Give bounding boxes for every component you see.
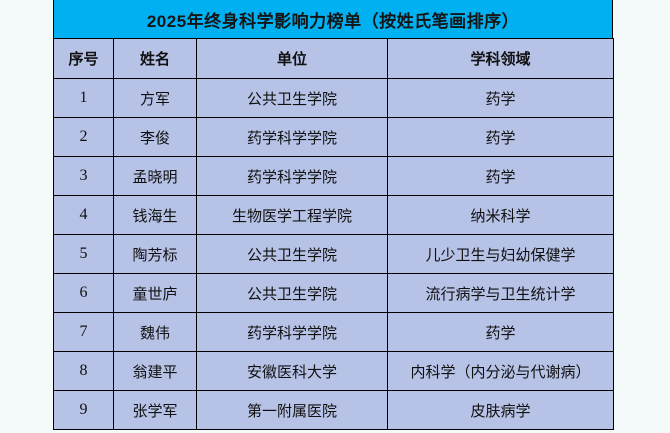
cell-field: 药学 [387,156,614,196]
cell-name: 张学军 [113,390,197,430]
cell-rank: 3 [53,156,114,196]
cell-unit: 安徽医科大学 [196,351,388,391]
column-header-unit: 单位 [196,38,388,79]
cell-name: 李俊 [113,117,197,157]
cell-field: 皮肤病学 [387,390,614,430]
cell-rank: 7 [53,312,114,352]
cell-name: 童世庐 [113,273,197,313]
cell-unit: 生物医学工程学院 [196,195,388,235]
cell-unit: 药学科学学院 [196,117,388,157]
table-row: 2 李俊 药学科学学院 药学 [53,117,614,157]
header-row: 序号 姓名 单位 学科领域 [53,38,614,79]
table-row: 4 钱海生 生物医学工程学院 纳米科学 [53,195,614,235]
cell-unit: 药学科学学院 [196,312,388,352]
table-row: 7 魏伟 药学科学学院 药学 [53,312,614,352]
table-row: 8 翁建平 安徽医科大学 内科学（内分泌与代谢病） [53,351,614,391]
cell-unit: 公共卫生学院 [196,78,388,118]
cell-field: 药学 [387,312,614,352]
table-row: 1 方军 公共卫生学院 药学 [53,78,614,118]
cell-unit: 第一附属医院 [196,390,388,430]
cell-rank: 4 [53,195,114,235]
table-row: 9 张学军 第一附属医院 皮肤病学 [53,390,614,430]
cell-unit: 药学科学学院 [196,156,388,196]
cell-name: 魏伟 [113,312,197,352]
cell-field: 药学 [387,78,614,118]
ranking-table: 2025年终身科学影响力榜单（按姓氏笔画排序） 序号 姓名 单位 学科领域 1 … [53,0,614,430]
ranking-data-table: 序号 姓名 单位 学科领域 1 方军 公共卫生学院 药学 2 李俊 药学科学学院 [53,38,614,430]
cell-rank: 2 [53,117,114,157]
cell-field: 内科学（内分泌与代谢病） [387,351,614,391]
cell-name: 孟晓明 [113,156,197,196]
cell-rank: 9 [53,390,114,430]
table-row: 3 孟晓明 药学科学学院 药学 [53,156,614,196]
column-header-rank: 序号 [53,38,114,79]
cell-unit: 公共卫生学院 [196,273,388,313]
column-header-field: 学科领域 [387,38,614,79]
cell-name: 翁建平 [113,351,197,391]
cell-rank: 5 [53,234,114,274]
cell-name: 方军 [113,78,197,118]
table-title: 2025年终身科学影响力榜单（按姓氏笔画排序） [53,0,613,38]
column-header-name: 姓名 [113,38,197,79]
cell-rank: 1 [53,78,114,118]
cell-name: 钱海生 [113,195,197,235]
cell-rank: 8 [53,351,114,391]
cell-field: 纳米科学 [387,195,614,235]
table-row: 6 童世庐 公共卫生学院 流行病学与卫生统计学 [53,273,614,313]
cell-rank: 6 [53,273,114,313]
cell-name: 陶芳标 [113,234,197,274]
cell-field: 流行病学与卫生统计学 [387,273,614,313]
cell-field: 药学 [387,117,614,157]
cell-unit: 公共卫生学院 [196,234,388,274]
table-row: 5 陶芳标 公共卫生学院 儿少卫生与妇幼保健学 [53,234,614,274]
cell-field: 儿少卫生与妇幼保健学 [387,234,614,274]
